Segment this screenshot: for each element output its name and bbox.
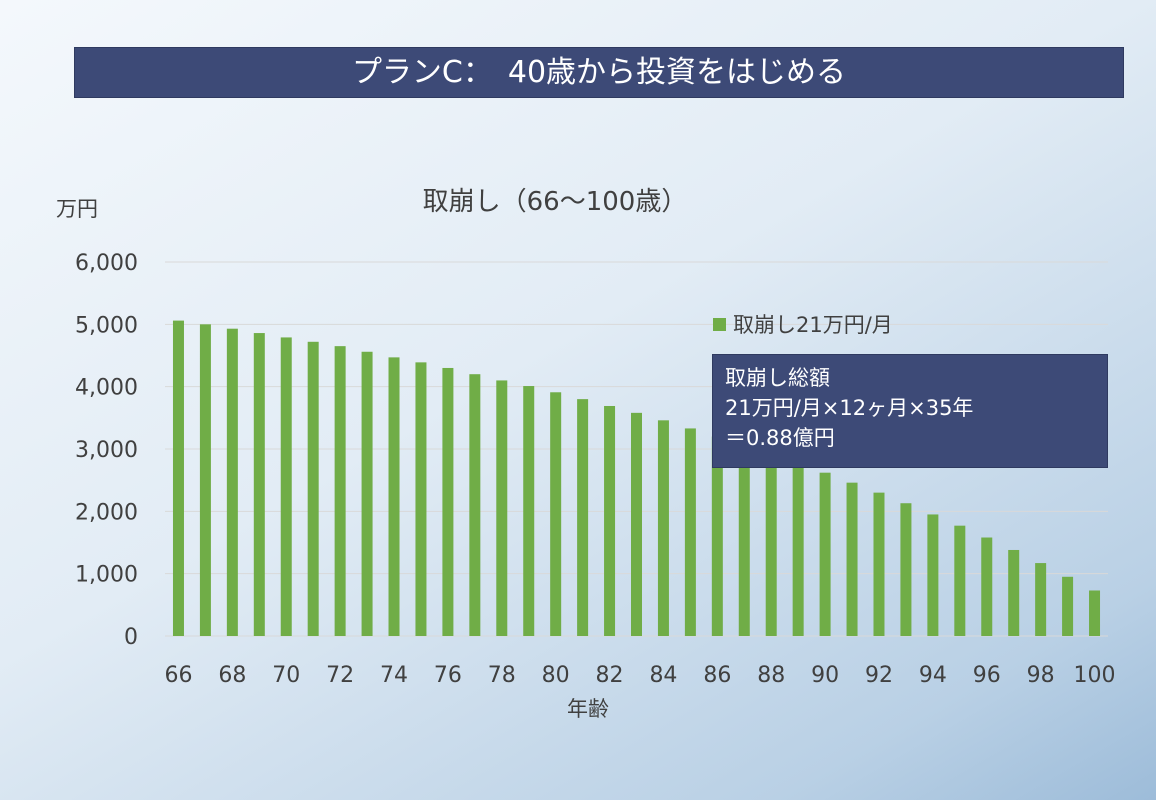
legend-label: 取崩し21万円/月 bbox=[733, 313, 893, 337]
bar bbox=[981, 537, 993, 636]
bar bbox=[1089, 590, 1101, 636]
bar bbox=[631, 412, 642, 636]
bar bbox=[657, 420, 669, 636]
bar bbox=[1062, 576, 1074, 636]
x-tick-label: 90 bbox=[811, 663, 839, 688]
x-tick-label: 72 bbox=[326, 663, 354, 688]
bar bbox=[253, 333, 265, 636]
bar bbox=[954, 525, 966, 636]
x-tick-label: 80 bbox=[542, 663, 570, 688]
bar bbox=[442, 367, 454, 636]
bar bbox=[1035, 563, 1047, 636]
bar bbox=[738, 445, 750, 636]
bar bbox=[172, 320, 184, 636]
total-withdrawal-callout: 取崩し総額 21万円/月×12ヶ月×35年 ＝0.88億円 bbox=[712, 354, 1108, 468]
x-tick-label: 74 bbox=[380, 663, 408, 688]
y-tick-label: 2,000 bbox=[75, 500, 138, 525]
x-tick-label: 100 bbox=[1074, 663, 1116, 688]
bar bbox=[280, 337, 292, 636]
x-tick-label: 82 bbox=[596, 663, 624, 688]
y-tick-label: 6,000 bbox=[75, 251, 138, 276]
x-tick-label: 96 bbox=[973, 663, 1001, 688]
bar bbox=[496, 380, 508, 636]
bar bbox=[819, 472, 831, 636]
bar bbox=[523, 386, 535, 636]
y-tick-label: 0 bbox=[124, 625, 138, 650]
x-tick-label: 86 bbox=[703, 663, 731, 688]
x-tick-label: 98 bbox=[1027, 663, 1055, 688]
x-tick-label: 94 bbox=[919, 663, 947, 688]
chart-title: 取崩し（66～100歳） bbox=[423, 187, 688, 217]
bar bbox=[900, 503, 912, 636]
bar bbox=[792, 463, 804, 636]
bar bbox=[199, 324, 211, 636]
y-axis-label: 万円 bbox=[56, 197, 98, 221]
bar bbox=[307, 341, 319, 636]
bar bbox=[765, 453, 777, 636]
bar bbox=[846, 482, 858, 636]
bar bbox=[415, 362, 427, 636]
bar bbox=[1008, 549, 1020, 636]
x-tick-label: 84 bbox=[649, 663, 677, 688]
x-tick-label: 66 bbox=[164, 663, 192, 688]
bar bbox=[577, 399, 589, 636]
x-tick-label: 76 bbox=[434, 663, 462, 688]
bar bbox=[711, 436, 723, 636]
bar bbox=[469, 374, 481, 636]
page-banner: プランC： 40歳から投資をはじめる bbox=[74, 47, 1124, 98]
x-tick-label: 70 bbox=[272, 663, 300, 688]
x-tick-label: 88 bbox=[757, 663, 785, 688]
bar bbox=[361, 351, 373, 636]
bar bbox=[873, 492, 885, 636]
bar bbox=[388, 357, 400, 636]
x-tick-label: 92 bbox=[865, 663, 893, 688]
bar bbox=[604, 405, 616, 636]
callout-line-2: 21万円/月×12ヶ月×35年 bbox=[725, 396, 974, 420]
legend-swatch bbox=[713, 318, 726, 331]
bar bbox=[550, 392, 562, 636]
bar bbox=[684, 428, 696, 636]
x-axis-label: 年齢 bbox=[567, 697, 609, 721]
y-tick-label: 5,000 bbox=[75, 313, 138, 338]
y-tick-label: 3,000 bbox=[75, 438, 138, 463]
callout-line-3: ＝0.88億円 bbox=[725, 426, 835, 450]
x-tick-label: 78 bbox=[488, 663, 516, 688]
callout-line-1: 取崩し総額 bbox=[725, 366, 830, 390]
bar bbox=[226, 328, 238, 636]
y-tick-label: 4,000 bbox=[75, 376, 138, 401]
x-tick-label: 68 bbox=[218, 663, 246, 688]
y-tick-label: 1,000 bbox=[75, 563, 138, 588]
bar bbox=[927, 514, 939, 636]
bar bbox=[334, 346, 346, 636]
